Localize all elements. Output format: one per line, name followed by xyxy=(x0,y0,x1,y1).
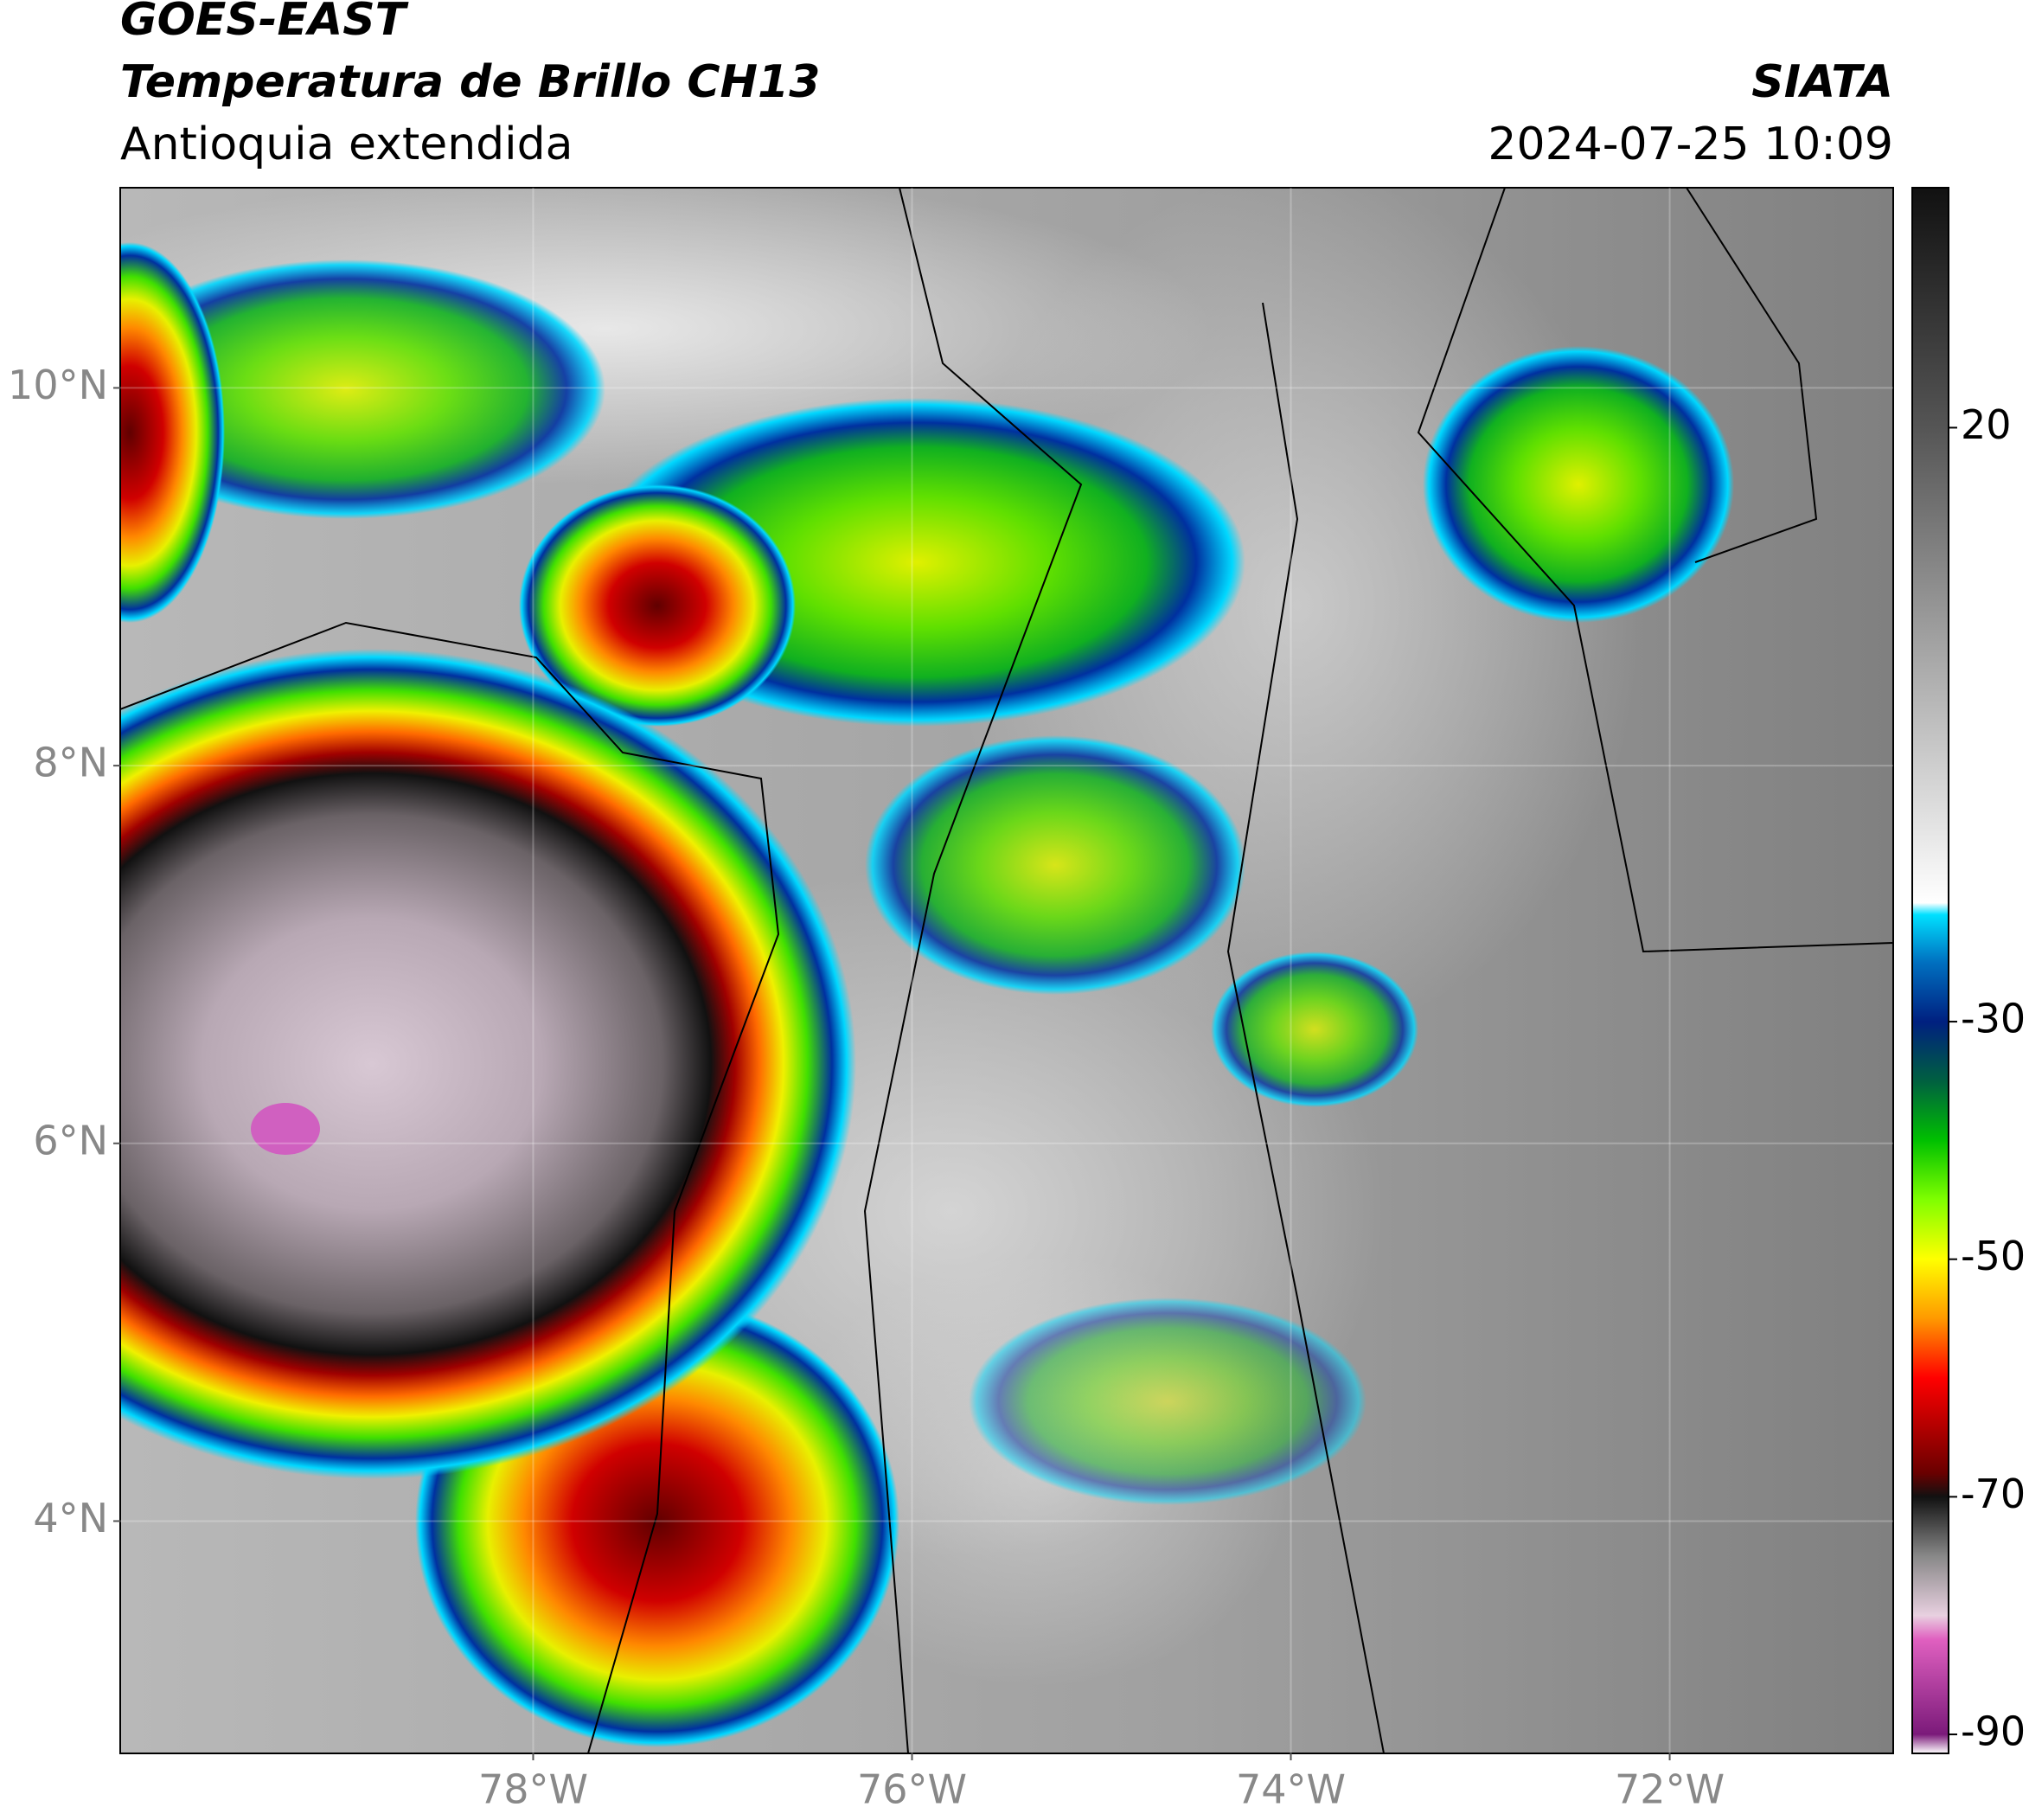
y-tick-label: 6°N xyxy=(33,1117,108,1163)
y-tick-label: 8°N xyxy=(33,740,108,786)
x-tick-label: 76°W xyxy=(857,1766,967,1813)
colorbar-tick-label: -50 xyxy=(1961,1233,2026,1279)
colorbar-tick-label: -30 xyxy=(1961,996,2026,1042)
title: GOES-EAST xyxy=(120,0,409,46)
colorbar-tick-label: -70 xyxy=(1961,1471,2026,1517)
source: SIATA xyxy=(1751,56,1893,108)
colorbar-frame xyxy=(1911,187,1949,1754)
x-tick-label: 72°W xyxy=(1615,1766,1725,1813)
x-tick-label: 78°W xyxy=(478,1766,588,1813)
region: Antioquia extendida xyxy=(120,119,573,170)
x-tick-label: 74°W xyxy=(1236,1766,1346,1813)
map-frame xyxy=(119,187,1894,1754)
colorbar xyxy=(1912,188,1949,1753)
satellite-image xyxy=(120,188,1893,1753)
colorbar-tick-label: 20 xyxy=(1961,401,2012,448)
y-tick-label: 10°N xyxy=(8,362,108,408)
y-tick-label: 4°N xyxy=(33,1495,108,1541)
subtitle: Temperatura de Brillo CH13 xyxy=(120,56,820,108)
datetime: 2024-07-25 10:09 xyxy=(1488,119,1893,170)
colorbar-tick-label: -90 xyxy=(1961,1708,2026,1755)
